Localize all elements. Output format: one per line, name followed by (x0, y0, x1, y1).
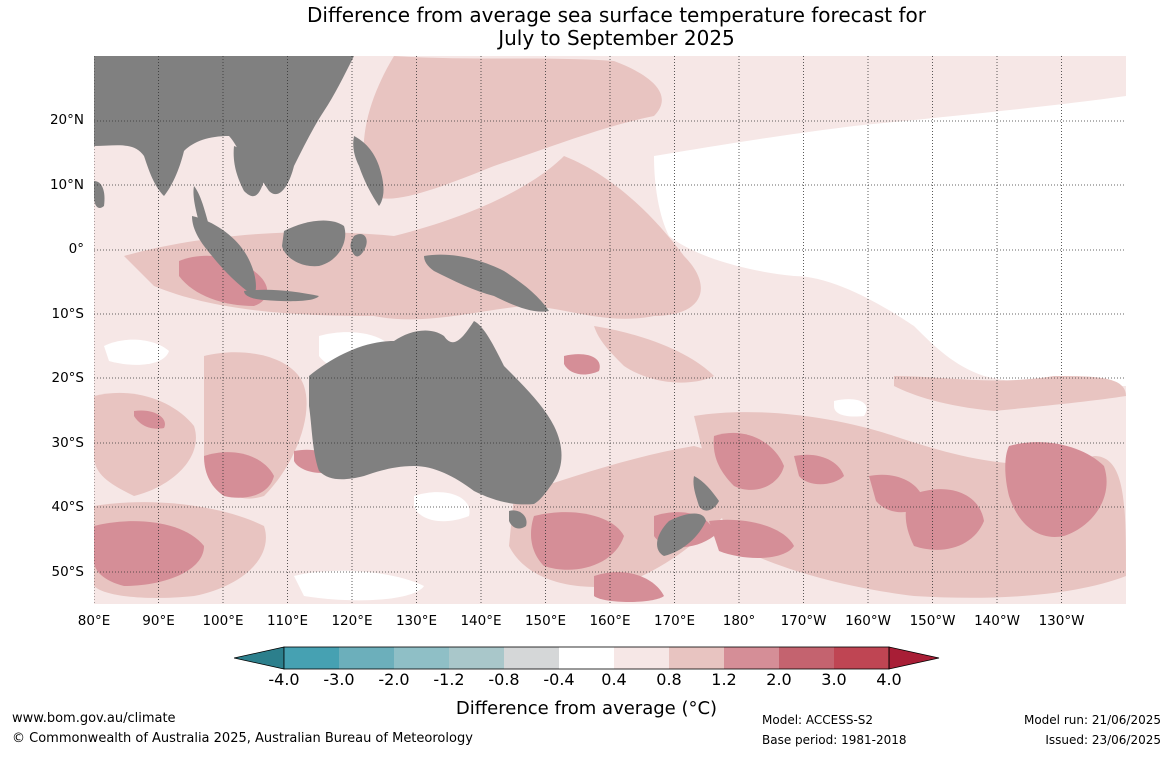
colorbar-tick-label: -3.0 (323, 670, 355, 689)
neutral-patch (414, 492, 470, 522)
lon-label-140e: 140°E (460, 613, 502, 629)
base-period: Base period: 1981-2018 (762, 733, 907, 747)
colorbar-low-extend-arrow (234, 646, 285, 670)
lon-label-160e: 160°E (589, 613, 631, 629)
colorbar-tick-label: -4.0 (268, 670, 300, 689)
new-guinea (424, 254, 549, 312)
colorbar-tick-label: -1.2 (433, 670, 465, 689)
colorbar-tick-label: 3.0 (821, 670, 847, 689)
colorbar-tick-label: 2.0 (766, 670, 792, 689)
lon-label-160w: 160°W (845, 613, 891, 629)
anomaly-region (594, 326, 714, 383)
lon-label-120e: 120°E (331, 613, 373, 629)
colorbar-bin (504, 647, 559, 669)
colorbar-tick-label: -0.4 (543, 670, 575, 689)
warm-anomaly-region (94, 521, 204, 586)
anomaly-region (363, 56, 662, 199)
warm-anomaly-region (564, 354, 600, 375)
asia-mainland (94, 56, 354, 196)
indochina-peninsula (233, 146, 264, 197)
colorbar-high-extend-arrow (888, 646, 940, 670)
warm-anomaly-region (709, 519, 794, 558)
lon-label-80e: 80°E (77, 613, 111, 629)
neutral-patch (294, 570, 424, 601)
map-title-line2: July to September 2025 (498, 26, 735, 50)
colorbar-bin (779, 647, 834, 669)
new-zealand-north (693, 476, 719, 511)
lat-label-10s: 10°S (51, 306, 85, 322)
warm-anomaly-region (905, 489, 984, 550)
lat-label-40s: 40°S (51, 499, 85, 515)
lon-label-130e: 130°E (395, 613, 438, 629)
colorbar-tick-label: -2.0 (378, 670, 410, 689)
colorbar-tick-label: 0.4 (601, 670, 627, 689)
new-zealand-south (657, 513, 706, 556)
lon-label-110e: 110°E (266, 613, 309, 629)
model-run-date: Model run: 21/06/2025 (1023, 713, 1161, 727)
anomaly-region-equatorial (124, 156, 701, 320)
gridlines (94, 56, 1126, 604)
lat-label-10n: 10°N (49, 177, 84, 193)
colorbar-tick-label: 1.2 (711, 670, 737, 689)
borneo (282, 220, 346, 267)
neutral-region-pacific (654, 96, 1126, 386)
warm-anomaly-region (794, 454, 844, 485)
colorbar-tick-label: 4.0 (876, 670, 902, 689)
sulawesi (350, 234, 367, 257)
warm-anomaly-region (713, 432, 784, 490)
anomaly-region (94, 392, 196, 496)
map-title-line1: Difference from average sea surface temp… (306, 3, 926, 27)
neutral-patch (104, 339, 169, 365)
sri-lanka (94, 181, 105, 208)
website-link[interactable]: www.bom.gov.au/climate (12, 711, 176, 726)
warm-anomaly-region (1005, 442, 1107, 537)
copyright-text: © Commonwealth of Australia 2025, Austra… (12, 731, 473, 746)
lat-label-20s: 20°S (51, 370, 85, 386)
java (244, 289, 319, 302)
colorbar-bin (449, 647, 504, 669)
lat-label-50s: 50°S (51, 564, 85, 580)
australia (309, 321, 562, 505)
lat-label-20n: 20°N (49, 112, 84, 128)
lon-label-100e: 100°E (202, 613, 244, 629)
lat-label-30s: 30°S (51, 435, 85, 451)
lon-label-150w: 150°W (909, 613, 956, 629)
model-name: Model: ACCESS-S2 (762, 713, 874, 727)
lon-label-150e: 150°E (524, 613, 567, 629)
colorbar-bin (339, 647, 394, 669)
lon-label-140w: 140°W (974, 613, 1020, 629)
tasmania (509, 510, 527, 529)
colorbar-outline (283, 646, 890, 670)
colorbar-bin (284, 647, 339, 669)
neutral-patch (834, 399, 867, 417)
sst-anomaly-map (94, 56, 1126, 604)
colorbar-bin (669, 647, 724, 669)
colorbar-bin (834, 647, 889, 669)
colorbar (234, 646, 940, 670)
warm-anomaly-region (204, 452, 274, 498)
issued-date: Issued: 23/06/2025 (1045, 733, 1161, 747)
map-title: Difference from average sea surface temp… (0, 4, 1173, 50)
colorbar-title: Difference from average (°C) (455, 698, 718, 719)
lon-label-130w: 130°W (1038, 613, 1085, 629)
lon-label-170e: 170°E (653, 613, 696, 629)
warm-anomaly-region (594, 572, 664, 602)
lat-label-0: 0° (68, 241, 84, 257)
lon-label-90e: 90°E (142, 613, 175, 629)
warm-anomaly-region (531, 512, 624, 570)
lon-label-170w: 170°W (780, 613, 827, 629)
philippines (353, 136, 384, 206)
colorbar-tick-label: 0.8 (656, 670, 682, 689)
colorbar-bin (559, 647, 614, 669)
sumatra (192, 216, 256, 296)
warm-anomaly-region (134, 410, 165, 429)
anomaly-region (894, 376, 1126, 411)
colorbar-tick-label: -0.8 (488, 670, 520, 689)
colorbar-bin (614, 647, 669, 669)
colorbar-bin (394, 647, 449, 669)
landmass (94, 56, 719, 556)
lon-label-180: 180° (722, 613, 756, 629)
colorbar-bin (724, 647, 779, 669)
